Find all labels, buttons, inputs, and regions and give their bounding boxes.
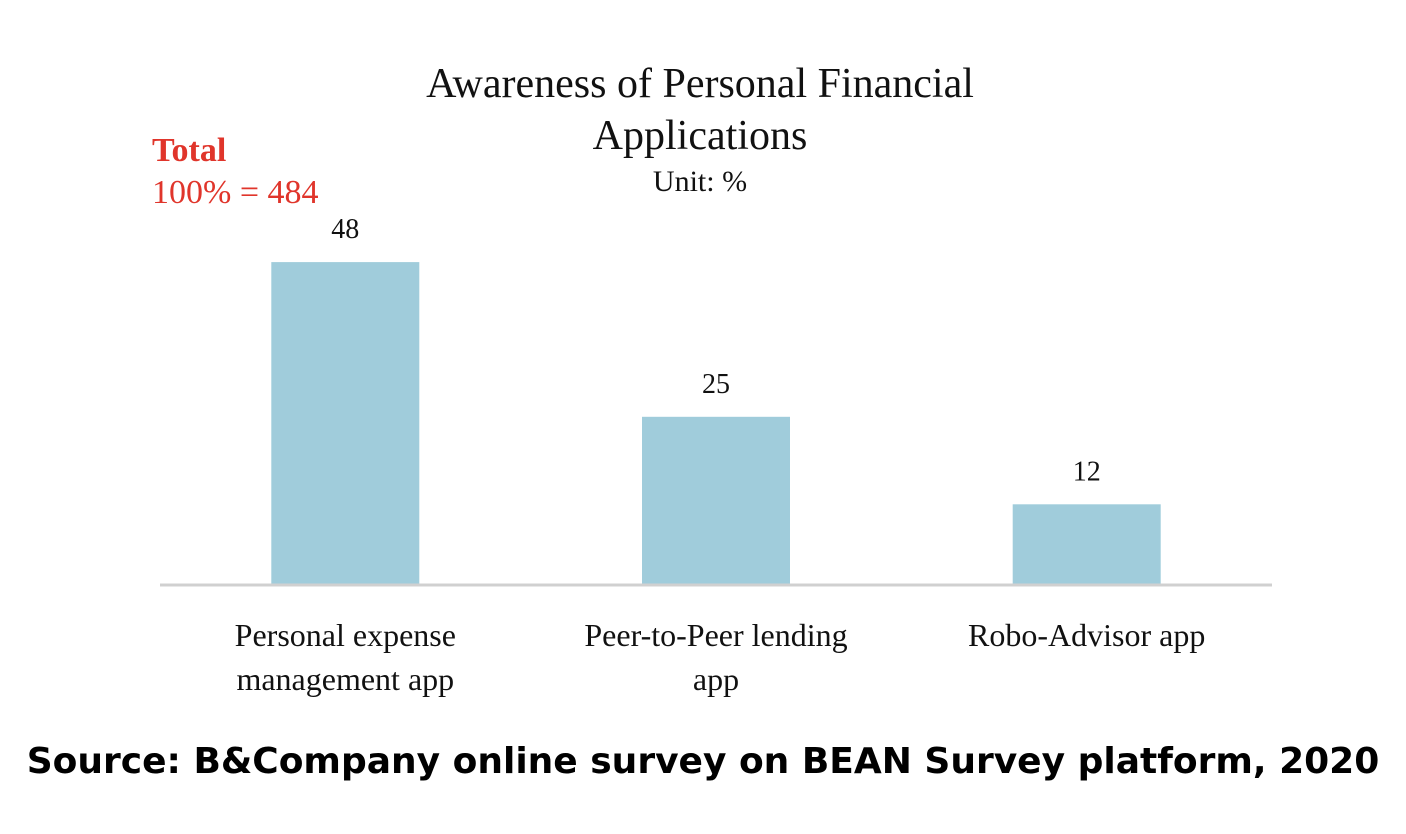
category-label-1-line-1: Personal expense (235, 617, 456, 653)
bar-value-label-3: 12 (1073, 456, 1101, 487)
category-label-2-line-2: app (693, 661, 739, 697)
category-label-3-line-1: Robo-Advisor app (968, 617, 1205, 653)
chart-title-line-1: Awareness of Personal Financial (426, 61, 974, 107)
category-label-1-line-2: management app (236, 661, 454, 697)
total-note: Total 100% = 484 (152, 130, 319, 214)
category-label-2-line-1: Peer-to-Peer lending (584, 617, 847, 653)
total-label: Total (152, 132, 227, 169)
chart-subtitle: Unit: % (652, 165, 748, 198)
source-note: Source: B&Company online survey on BEAN … (26, 741, 1380, 782)
chart-title-line-2: Applications (592, 113, 808, 159)
bar-1 (271, 262, 420, 585)
total-value: 100% = 484 (152, 174, 319, 211)
bar-3 (1012, 504, 1161, 585)
bar-2 (642, 416, 790, 585)
bar-value-label-2: 25 (702, 369, 730, 400)
chart-title-block: Awareness of Personal Financial Applicat… (300, 58, 1100, 200)
bars-layer: 48 25 12 (271, 214, 1161, 585)
bar-value-label-1: 48 (331, 214, 359, 245)
labels-layer: Personal expense management app Peer-to-Pe… (235, 617, 1206, 697)
